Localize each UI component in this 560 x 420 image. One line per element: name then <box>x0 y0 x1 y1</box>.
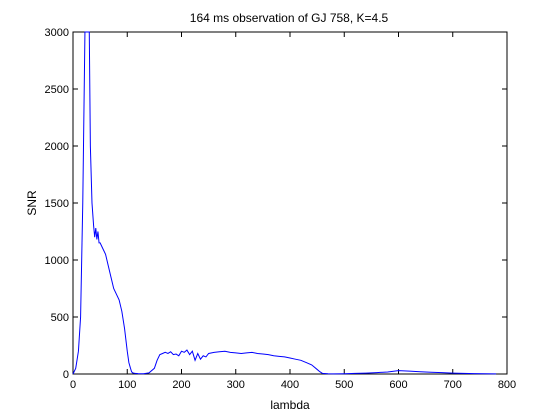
y-tick-label: 2000 <box>45 141 69 153</box>
x-tick-label: 300 <box>227 379 245 391</box>
x-tick-label: 500 <box>335 379 353 391</box>
y-axis: 0 500 1000 1500 2000 2500 3000 <box>45 27 507 381</box>
y-tick-label: 500 <box>51 312 69 324</box>
x-tick-label: 100 <box>118 379 136 391</box>
x-tick-label: 800 <box>498 379 516 391</box>
series-line <box>72 31 497 375</box>
x-axis: 0 100 200 300 400 500 600 700 800 <box>70 32 516 391</box>
x-tick-label: 400 <box>281 379 299 391</box>
y-tick-label: 0 <box>63 369 69 381</box>
y-tick-label: 1500 <box>45 198 69 210</box>
x-axis-title: lambda <box>270 398 310 412</box>
y-axis-title: SNR <box>25 190 39 216</box>
y-tick-label: 3000 <box>45 27 69 39</box>
y-tick-label: 2500 <box>45 84 69 96</box>
x-tick-label: 700 <box>444 379 462 391</box>
x-tick-label: 0 <box>70 379 76 391</box>
y-tick-label: 1000 <box>45 255 69 267</box>
x-tick-label: 200 <box>172 379 190 391</box>
plot-area <box>72 31 508 375</box>
chart-title: 164 ms observation of GJ 758, K=4.5 <box>190 11 389 25</box>
x-tick-label: 600 <box>389 379 407 391</box>
